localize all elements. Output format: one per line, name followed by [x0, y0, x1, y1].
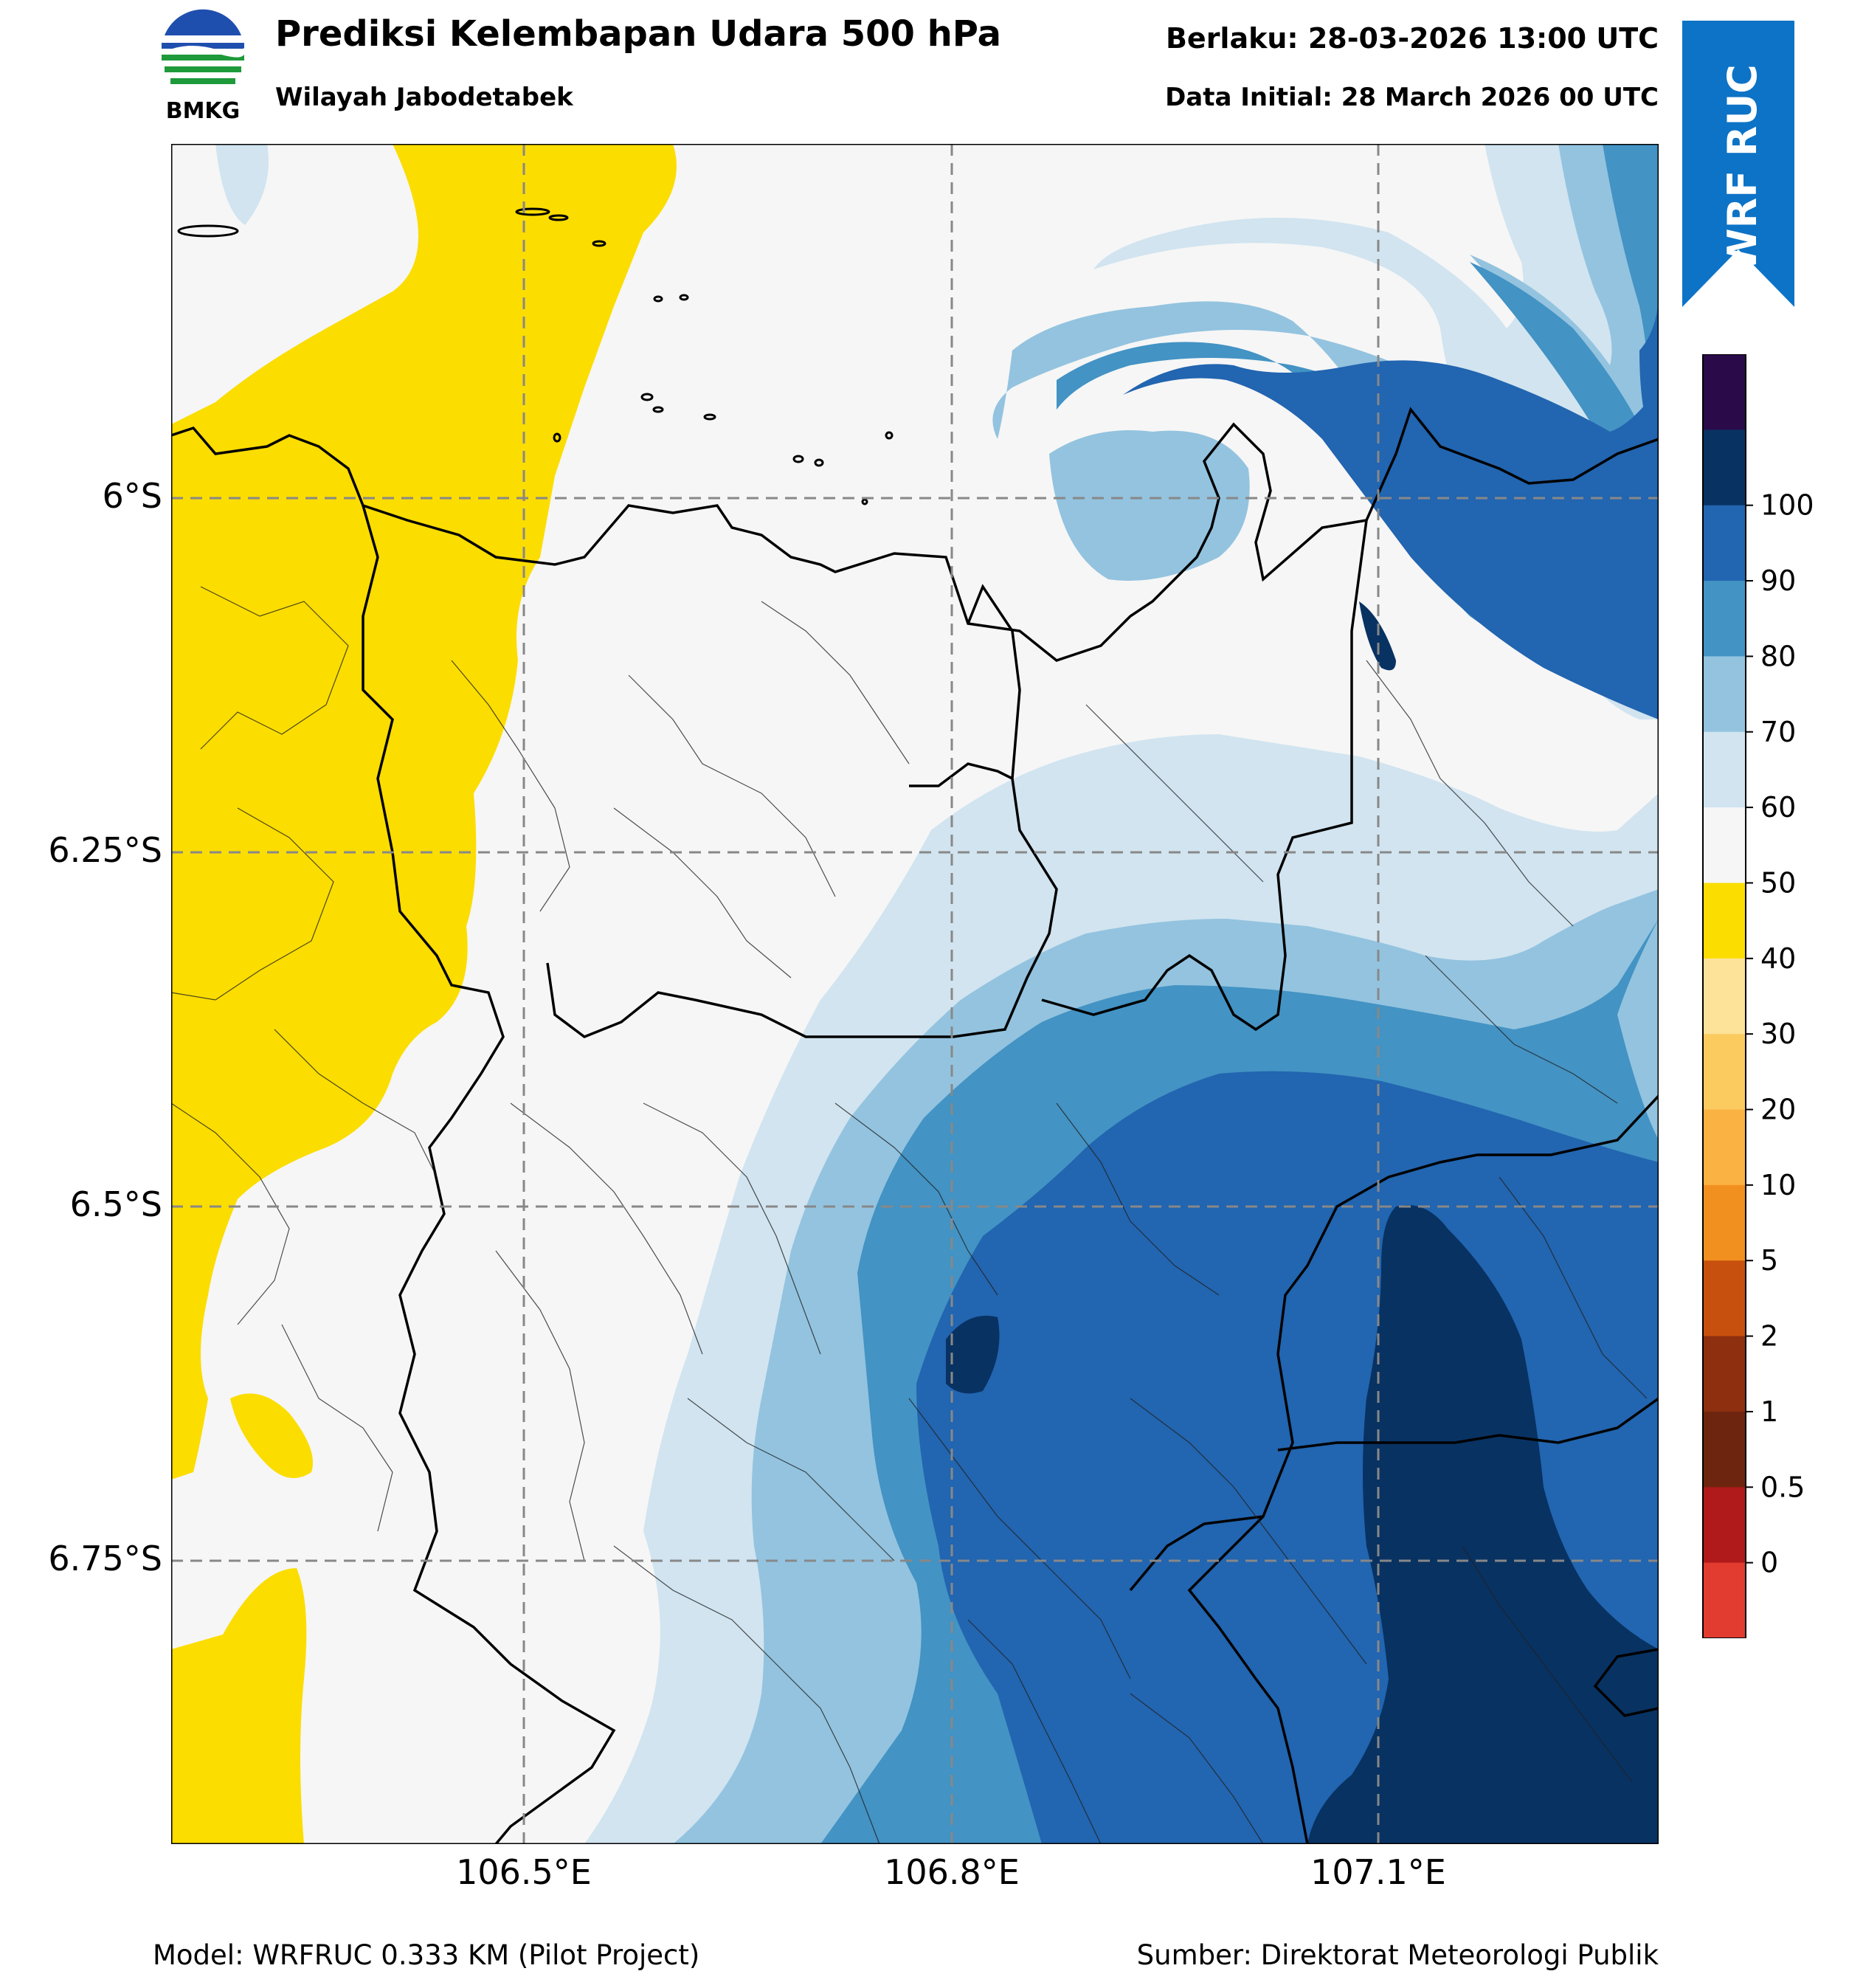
wrf-ruc-ribbon: WRF RUC: [1682, 21, 1794, 307]
province-boundary: [1129, 1515, 1659, 1717]
ribbon-text: WRF RUC: [1719, 64, 1766, 272]
model-footer: Model: WRFRUC 0.333 KM (Pilot Project): [153, 1939, 700, 1971]
lon-tick-107-1: 107.1°E: [1310, 1852, 1446, 1892]
colorbar-label: 0.5: [1760, 1471, 1805, 1503]
colorbar-swatch: [1703, 581, 1746, 657]
colorbar-swatch: [1703, 1411, 1746, 1488]
colorbar-swatch: [1703, 354, 1746, 430]
field-30-40-west: [171, 144, 677, 1480]
bmkg-logo: BMKG: [162, 9, 246, 124]
colorbar-swatch: [1703, 1336, 1746, 1412]
district-boundaries: [171, 586, 1648, 1844]
field-50-60-nw: [215, 144, 269, 225]
gridlines: [171, 144, 1659, 1844]
colorbar-swatch: [1703, 1109, 1746, 1186]
colorbar-label: 100: [1760, 489, 1814, 522]
colorbar-label: 70: [1760, 716, 1796, 748]
field-80-90-north: [1123, 360, 1659, 719]
field-90-100-spot: [946, 1316, 1000, 1394]
colorbar-swatch: [1703, 1034, 1746, 1111]
colorbar-label: 50: [1760, 866, 1796, 899]
field-80-90-ne: [1639, 291, 1659, 454]
colorbar-label: 0: [1760, 1547, 1778, 1579]
colorbar-label: 10: [1760, 1169, 1796, 1201]
islands: [177, 207, 894, 505]
colorbar-swatch: [1703, 505, 1746, 581]
lat-tick-6-75: 6.75°S: [48, 1539, 162, 1578]
field-30-40-island: [230, 1393, 313, 1478]
colorbar-swatch: [1703, 1260, 1746, 1337]
colorbar-label: 5: [1760, 1244, 1778, 1277]
map-title: Prediksi Kelembapan Udara 500 hPa: [275, 13, 1002, 55]
colorbar-label: 40: [1760, 942, 1796, 975]
colorbar-frame: [1702, 354, 1746, 1638]
colorbar-swatch: [1703, 807, 1746, 883]
lon-tick-106-8: 106.8°E: [884, 1852, 1020, 1892]
colorbar-label: 90: [1760, 565, 1796, 597]
lat-tick-6: 6°S: [102, 476, 162, 516]
humidity-map: [171, 144, 1659, 1844]
colorbar-label: 2: [1760, 1320, 1778, 1353]
colorbar-label: 30: [1760, 1018, 1796, 1050]
colorbar-swatch: [1703, 883, 1746, 959]
field-30-40-south: [171, 1568, 307, 1844]
logo-text: BMKG: [166, 98, 241, 124]
lon-tick-106-5: 106.5°E: [456, 1852, 592, 1892]
colorbar-swatch: [1703, 1562, 1746, 1638]
province-boundary: [362, 505, 616, 1844]
valid-time: Berlaku: 28-03-2026 13:00 UTC: [1165, 22, 1659, 55]
lat-tick-6-25: 6.25°S: [48, 830, 162, 870]
colorbar-swatch: [1703, 958, 1746, 1035]
colorbar-swatch: [1703, 1487, 1746, 1564]
field-60-70-blob: [1049, 430, 1250, 581]
field-90-100: [1307, 1205, 1659, 1844]
field-90-100-streak: [1359, 601, 1396, 671]
colorbar-label: 80: [1760, 640, 1796, 672]
province-boundary: [546, 520, 1368, 1038]
colorbar-swatch: [1703, 429, 1746, 506]
init-time: Data Initial: 28 March 2026 00 UTC: [1165, 83, 1659, 112]
colorbar-swatch: [1703, 1184, 1746, 1261]
colorbar-swatch: [1703, 731, 1746, 808]
lat-tick-6-5: 6.5°S: [69, 1184, 162, 1224]
province-boundary: [1187, 1094, 1659, 1844]
colorbar-swatch: [1703, 656, 1746, 733]
colorbar: 0 0.5 1 2 5 10 20 30 40 50 60 70 80 90 100: [1702, 354, 1814, 1638]
region-subtitle: Wilayah Jabodetabek: [275, 83, 573, 112]
colorbar-label: 60: [1760, 791, 1796, 824]
source-footer: Sumber: Direktorat Meteorologi Publik: [1136, 1939, 1659, 1971]
colorbar-label: 20: [1760, 1094, 1796, 1126]
colorbar-label: 1: [1760, 1395, 1778, 1428]
